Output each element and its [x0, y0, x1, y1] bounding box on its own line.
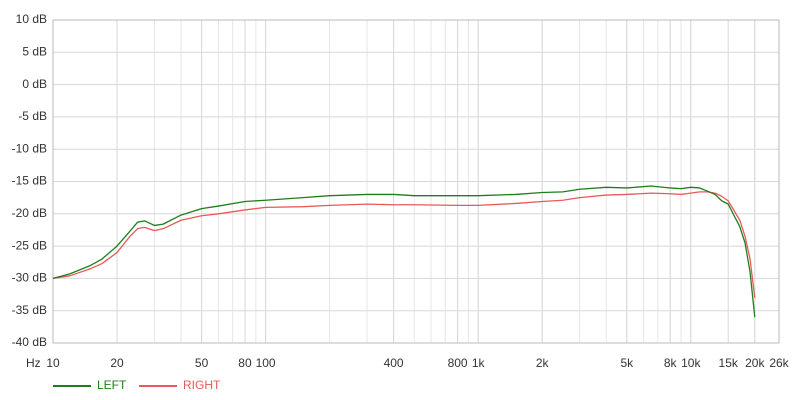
legend-label: RIGHT: [183, 378, 221, 392]
x-tick-label: 15k: [719, 356, 739, 370]
x-tick-label: 80: [238, 356, 252, 370]
y-tick-label: -15 dB: [12, 174, 47, 188]
y-tick-label: 5 dB: [22, 44, 47, 58]
x-tick-label: 20: [110, 356, 124, 370]
plot-frame: [52, 19, 780, 344]
legend-label: LEFT: [97, 378, 127, 392]
x-tick-label: 800: [448, 356, 468, 370]
y-tick-label: 0 dB: [22, 77, 47, 91]
x-tick-label: 100: [256, 356, 276, 370]
x-tick-label: 400: [384, 356, 404, 370]
x-tick-label: 1k: [472, 356, 486, 370]
y-tick-label: -35 dB: [12, 303, 47, 317]
y-tick-label: -20 dB: [12, 206, 47, 220]
y-tick-label: -10 dB: [12, 141, 47, 155]
y-tick-label: -40 dB: [12, 335, 47, 349]
y-tick-label: -5 dB: [18, 109, 47, 123]
y-tick-label: -30 dB: [12, 271, 47, 285]
x-tick-label: 26k: [769, 356, 789, 370]
x-tick-label: 10k: [681, 356, 701, 370]
series-line: [52, 191, 756, 298]
x-tick-label: 50: [195, 356, 209, 370]
y-tick-label: -25 dB: [12, 238, 47, 252]
major-grid: [52, 19, 780, 344]
x-tick-label: 2k: [536, 356, 550, 370]
x-axis-label: Hz: [26, 356, 41, 370]
x-tick-label: 5k: [620, 356, 634, 370]
series-line: [52, 185, 756, 318]
x-tick-label: 10: [46, 356, 60, 370]
y-tick-label: 10 dB: [16, 12, 47, 26]
x-tick-label: 20k: [745, 356, 765, 370]
x-tick-label: 8k: [664, 356, 678, 370]
